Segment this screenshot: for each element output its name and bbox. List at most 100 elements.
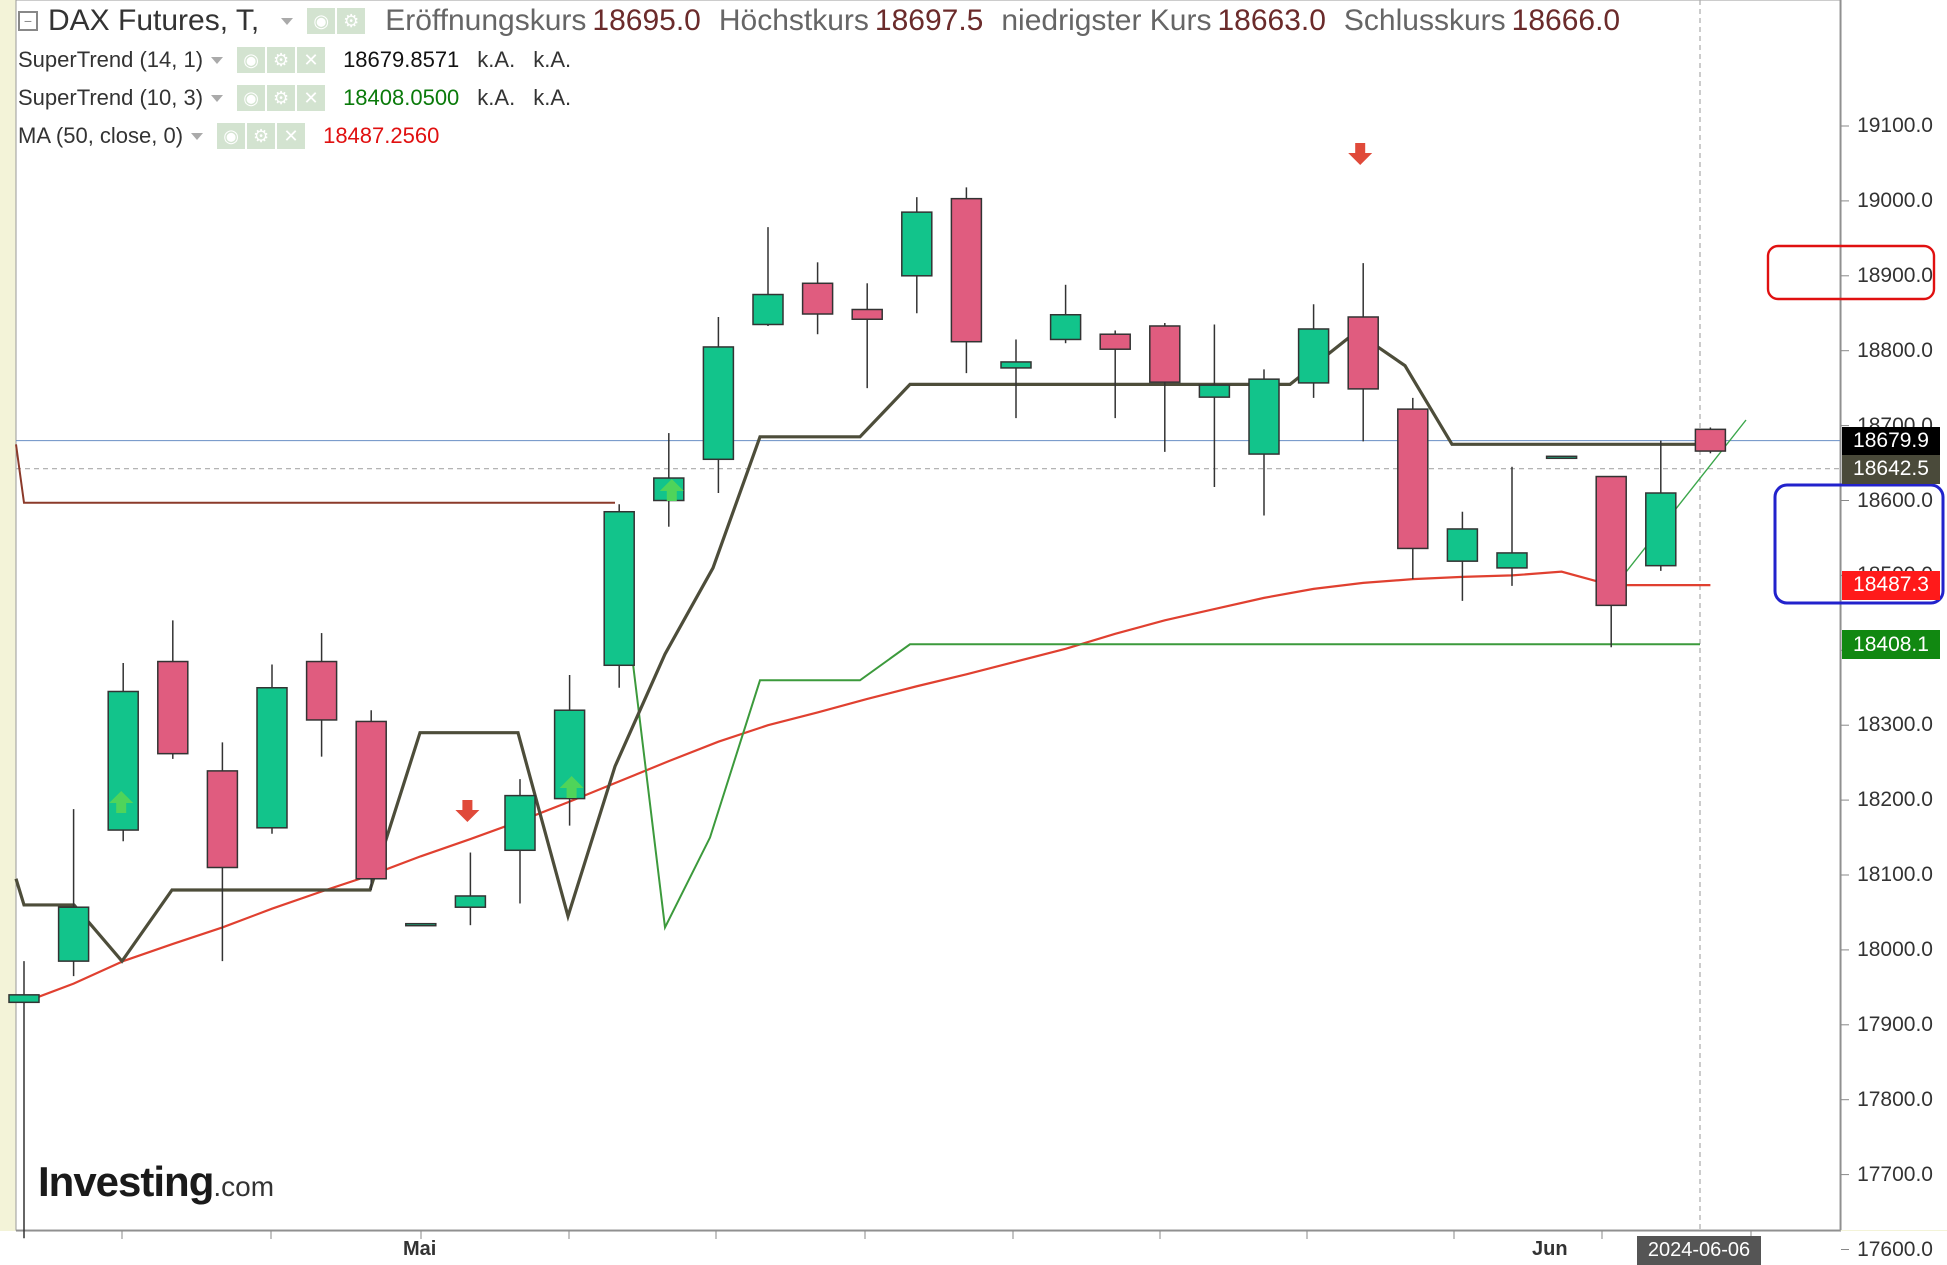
indicator-ma: MA (50, close, 0) ◉ ⚙ ✕ 18487.2560 — [18, 123, 439, 149]
candle-body — [1248, 378, 1280, 455]
buy-signal-icon — [109, 791, 134, 813]
candle-body — [1545, 455, 1578, 460]
low-value: 18663.0 — [1217, 4, 1326, 37]
logo-main: Investing — [38, 1158, 214, 1205]
investing-logo: Investing.com — [38, 1158, 274, 1206]
candle-body — [801, 282, 834, 315]
plot-background — [15, 0, 1841, 1231]
moving-average-line — [23, 570, 1711, 1004]
price-tick-label: 18300.0 — [1857, 713, 1933, 737]
buy-signal-icon — [659, 479, 684, 501]
candle-body — [1645, 492, 1677, 567]
open-label: Eröffnungskurs — [385, 4, 587, 37]
dropdown-icon[interactable] — [281, 17, 294, 25]
candle-body — [1694, 428, 1727, 452]
candle-body — [504, 794, 536, 852]
visibility-icon[interactable]: ◉ — [307, 8, 336, 34]
candle-body — [454, 895, 487, 908]
candle-body — [8, 994, 40, 1004]
x-label-jun: Jun — [1532, 1238, 1568, 1260]
price-tick-label: 18600.0 — [1857, 488, 1933, 512]
price-tick-label: 18800.0 — [1857, 338, 1933, 362]
buy-signal-icon — [559, 776, 584, 798]
visibility-icon[interactable]: ◉ — [217, 123, 246, 149]
candle-body — [1397, 408, 1429, 550]
price-tick-label: 17600.0 — [1857, 1237, 1933, 1261]
visibility-icon[interactable]: ◉ — [237, 47, 266, 73]
chart-legend: − DAX Futures, T, ◉ ⚙ Eröffnungskurs 18695… — [18, 0, 1620, 160]
close-icon[interactable]: ✕ — [297, 47, 326, 73]
low-label: niedrigster Kurs — [1001, 4, 1212, 37]
candle-body — [157, 660, 189, 755]
candle-body — [1347, 316, 1379, 390]
candle-body — [1595, 475, 1627, 607]
x-label-mai: Mai — [403, 1238, 437, 1260]
open-value: 18695.0 — [592, 4, 701, 37]
price-tick-label: 18200.0 — [1857, 788, 1933, 812]
settings-icon[interactable]: ⚙ — [267, 85, 296, 111]
settings-icon[interactable]: ⚙ — [267, 47, 296, 73]
price-tick-label: 18100.0 — [1857, 863, 1933, 886]
candle-body — [405, 922, 437, 927]
dropdown-icon[interactable] — [211, 94, 224, 102]
indicator-extra: k.A. — [477, 85, 516, 110]
annotation-red-box — [1766, 244, 1936, 301]
indicator-value: 18408.0500 — [343, 85, 460, 110]
indicator-extra: k.A. — [477, 47, 516, 72]
indicator-supertrend-fast: SuperTrend (14, 1) ◉ ⚙ ✕ 18679.8571 k.A. k… — [18, 47, 571, 73]
sell-signal-icon — [455, 800, 480, 822]
candle-body — [355, 720, 387, 880]
candle-body — [1446, 528, 1479, 562]
settings-icon[interactable]: ⚙ — [247, 123, 276, 149]
indicator-supertrend-slow: SuperTrend (10, 3) ◉ ⚙ ✕ 18408.0500 k.A. k… — [18, 85, 571, 111]
price-tick-label: 17800.0 — [1857, 1087, 1933, 1111]
price-tick-label: 18000.0 — [1857, 937, 1933, 961]
candle-body — [1049, 313, 1082, 341]
candle-body — [851, 308, 883, 320]
close-icon[interactable]: ✕ — [277, 123, 306, 149]
close-icon[interactable]: ✕ — [297, 85, 326, 111]
dropdown-icon[interactable] — [211, 56, 224, 64]
supertrend-fast-line — [14, 329, 1700, 964]
close-label: Schlusskurs — [1343, 4, 1506, 37]
high-value: 18697.5 — [874, 4, 984, 37]
indicator-name: MA (50, close, 0) — [18, 123, 184, 148]
indicator-value: 18487.2560 — [323, 123, 440, 148]
price-tick-label: 18900.0 — [1857, 263, 1933, 287]
dropdown-icon[interactable] — [191, 132, 204, 140]
close-value: 18666.0 — [1511, 4, 1621, 37]
indicator-value: 18679.8571 — [343, 47, 460, 72]
sell-signal-icon — [1348, 143, 1373, 165]
crosshair-date-tag: 2024-06-06 — [1637, 1236, 1761, 1265]
price-tick-label: 19000.0 — [1857, 188, 1933, 212]
candle-body — [206, 770, 239, 869]
candle-body — [950, 197, 983, 343]
candle-body — [1149, 325, 1181, 383]
candle-body — [603, 510, 635, 667]
instrument-title: DAX Futures, T, — [48, 4, 260, 37]
candle-body — [1099, 333, 1131, 350]
candle-body — [57, 906, 90, 962]
price-tag: 18487.3 — [1842, 570, 1940, 600]
candle-body — [305, 660, 338, 721]
indicator-extra: k.A. — [533, 47, 572, 72]
candle-body — [702, 346, 735, 461]
indicator-extra: k.A. — [533, 85, 572, 110]
time-axis-background — [0, 1231, 1947, 1265]
price-tick-label: 17700.0 — [1857, 1162, 1933, 1186]
collapse-icon[interactable]: − — [18, 11, 38, 31]
settings-icon[interactable]: ⚙ — [337, 8, 366, 34]
candle-body — [1000, 361, 1032, 369]
price-tick-label: 17900.0 — [1857, 1012, 1933, 1036]
price-tag: 18642.5 — [1842, 454, 1940, 484]
supertrend-slow-line — [614, 515, 1700, 931]
supertrend-brown-segment — [15, 444, 615, 504]
visibility-icon[interactable]: ◉ — [237, 85, 266, 111]
price-tick-label: 19100.0 — [1857, 114, 1933, 137]
main-series-header: − DAX Futures, T, ◉ ⚙ Eröffnungskurs 18695… — [18, 4, 1620, 38]
candle-body — [1496, 552, 1528, 569]
candle-body — [1297, 328, 1330, 384]
candle-body — [1198, 384, 1231, 398]
